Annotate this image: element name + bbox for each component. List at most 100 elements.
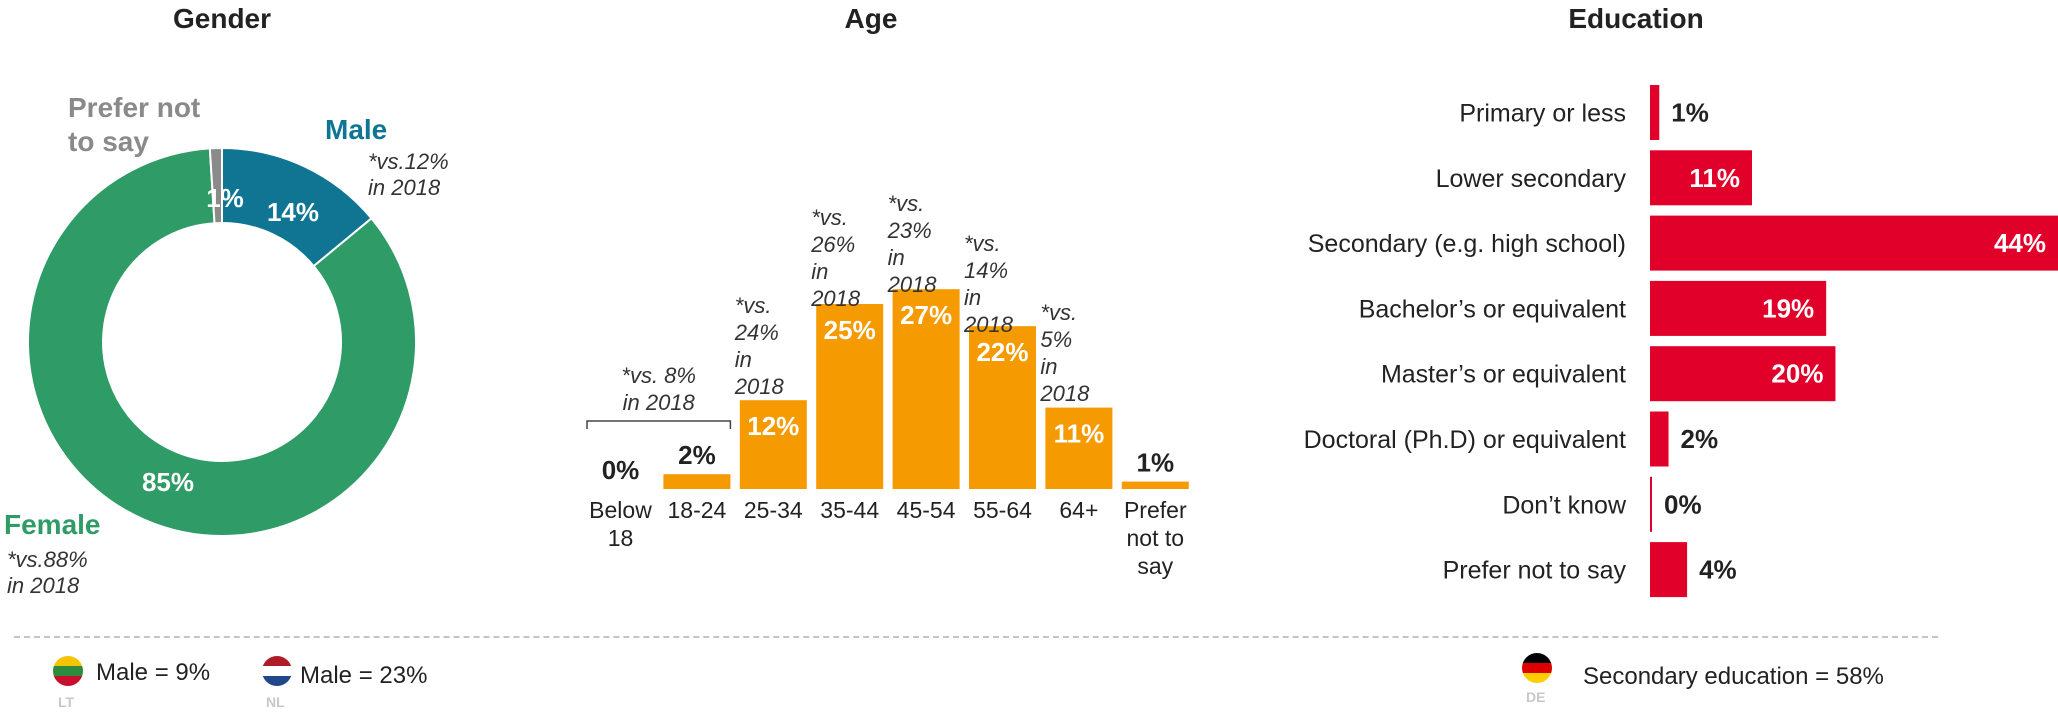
- nl-stat: Male = 23%: [300, 662, 428, 689]
- education-bar: [1650, 476, 1652, 532]
- age-annotation: 23%: [887, 218, 932, 243]
- age-bar: [969, 326, 1036, 489]
- education-title: Education: [1568, 3, 1704, 34]
- age-annotation: 2018: [1039, 381, 1090, 406]
- education-category-label: Lower secondary: [1436, 165, 1627, 193]
- age-value-label: 2%: [678, 440, 716, 470]
- age-value-label: 12%: [747, 411, 799, 441]
- germany-flag-icon: [1522, 653, 1552, 683]
- prefer-pct-label: 1%: [206, 183, 244, 213]
- age-annotation: in: [964, 285, 981, 310]
- age-bar: [739, 400, 807, 489]
- age-bar: [816, 304, 884, 489]
- education-value-label: 20%: [1771, 359, 1823, 389]
- education-category-label: Master’s or equivalent: [1381, 361, 1626, 389]
- age-annotation: 5%: [1040, 327, 1072, 352]
- age-category-label: 35-44: [820, 497, 879, 523]
- age-annotation: *vs.: [888, 191, 925, 216]
- age-annotation: in 2018: [623, 390, 696, 415]
- age-annotation: in: [735, 347, 752, 372]
- education-bar: [1650, 215, 2058, 271]
- netherlands-flag-icon: [262, 656, 292, 686]
- education-category-label: Bachelor’s or equivalent: [1359, 295, 1626, 323]
- education-category-label: Primary or less: [1459, 100, 1626, 128]
- education-category-label: Secondary (e.g. high school): [1308, 230, 1626, 258]
- de-stat: Secondary education = 58%: [1583, 663, 1884, 690]
- age-category-label: 64+: [1059, 497, 1098, 523]
- country-code-nl: NL: [266, 694, 285, 710]
- education-value-label: 44%: [1994, 228, 2046, 258]
- age-category-label: 55-64: [973, 497, 1032, 523]
- female-pct-label: 85%: [142, 467, 194, 497]
- education-bar-chart: Primary or less 1% Lower secondary 11% Secon…: [1304, 85, 2058, 598]
- lt-stat: Male = 9%: [96, 659, 211, 686]
- age-annotation: in: [888, 245, 905, 270]
- age-category-label: 25-34: [744, 497, 803, 523]
- age-value-label: 27%: [900, 300, 952, 330]
- age-annotation: *vs.: [811, 205, 848, 230]
- gender-donut-chart: 14% 85% 1% Male Female Prefer not to say: [4, 92, 417, 540]
- male-label: Male: [325, 114, 387, 145]
- footer-divider: [14, 636, 1938, 638]
- male-pct-label: 14%: [267, 197, 319, 227]
- age-category-label: Prefer: [1124, 497, 1187, 523]
- age-value-label: 0%: [602, 455, 640, 485]
- age-bar: [1121, 481, 1189, 489]
- education-value-label: 4%: [1699, 555, 1737, 585]
- education-bar: [1650, 346, 1836, 402]
- lithuania-flag-icon: [53, 656, 83, 686]
- education-bar: [1650, 150, 1752, 206]
- male-annotation: *vs.12% in 2018: [368, 149, 449, 200]
- age-category-label: 18: [608, 525, 634, 551]
- education-category-label: Don’t know: [1502, 491, 1627, 519]
- prefer-label-line1: Prefer not: [68, 92, 200, 123]
- age-value-label: 22%: [976, 337, 1028, 367]
- age-value-label: 25%: [824, 315, 876, 345]
- age-annotation: 2018: [734, 374, 785, 399]
- age-category-label: Below: [589, 497, 652, 523]
- education-category-label: Prefer not to say: [1443, 557, 1627, 585]
- age-annotation: *vs.: [964, 231, 1001, 256]
- age-annotation: 2018: [810, 286, 861, 311]
- age-annotation: 24%: [734, 320, 779, 345]
- age-title: Age: [844, 3, 898, 34]
- age-bracket: [586, 420, 732, 429]
- age-bar: [663, 474, 731, 489]
- age-category-label: not to: [1127, 525, 1185, 551]
- age-value-label: 1%: [1137, 448, 1175, 478]
- education-bar: [1650, 542, 1688, 598]
- age-annotation: 14%: [964, 258, 1008, 283]
- age-annotation: *vs.: [735, 293, 772, 318]
- age-annotation: 2018: [887, 272, 938, 297]
- education-bar: [1650, 411, 1669, 467]
- female-label: Female: [4, 509, 101, 540]
- age-category-label: 45-54: [897, 497, 956, 523]
- gender-title: Gender: [172, 3, 272, 34]
- age-annotation: *vs.: [1040, 300, 1077, 325]
- age-bar: [892, 289, 960, 489]
- country-code-de: DE: [1526, 689, 1546, 705]
- education-value-label: 1%: [1671, 98, 1709, 128]
- education-value-label: 11%: [1689, 163, 1740, 193]
- age-category-label: 18-24: [667, 497, 726, 523]
- country-code-lt: LT: [58, 694, 75, 710]
- age-value-label: 11%: [1054, 419, 1105, 449]
- age-annotation: in: [811, 259, 828, 284]
- age-annotation: in: [1040, 354, 1057, 379]
- education-value-label: 2%: [1681, 424, 1719, 454]
- education-bar: [1650, 280, 1827, 336]
- age-bar: [1045, 407, 1113, 489]
- age-category-label: say: [1137, 553, 1173, 579]
- education-category-label: Doctoral (Ph.D) or equivalent: [1304, 426, 1626, 454]
- education-value-label: 0%: [1664, 489, 1702, 519]
- prefer-label-line2: to say: [68, 126, 149, 157]
- donut-slice-prefer-not-to-say: [208, 146, 223, 225]
- age-annotation: 2018: [963, 312, 1014, 337]
- female-annotation: *vs.88% in 2018: [7, 547, 88, 598]
- age-annotation: 26%: [810, 232, 855, 257]
- donut-slice-female: [27, 147, 417, 537]
- education-bar: [1650, 85, 1660, 140]
- education-value-label: 19%: [1762, 293, 1814, 323]
- age-annotation: *vs. 8%: [621, 363, 696, 388]
